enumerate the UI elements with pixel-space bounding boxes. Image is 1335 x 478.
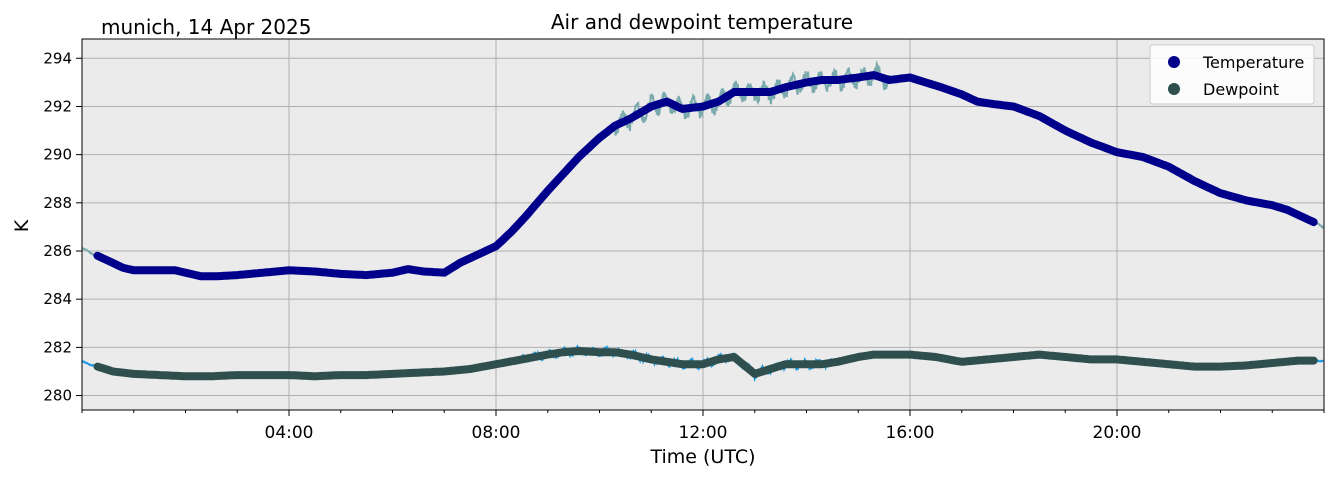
y-tick-label: 286 bbox=[43, 242, 72, 260]
x-tick-label: 20:00 bbox=[1093, 423, 1142, 443]
legend-marker-dewpoint bbox=[1168, 83, 1180, 95]
y-axis: 280 282 284 286 288 290 292 294 bbox=[43, 49, 82, 405]
series-line-temperature bbox=[93, 71, 1318, 281]
legend-marker-temperature bbox=[1168, 56, 1180, 68]
series-lines bbox=[93, 71, 1318, 381]
y-tick-label: 288 bbox=[43, 194, 72, 212]
y-tick-label: 282 bbox=[43, 338, 72, 356]
chart-title: Air and dewpoint temperature bbox=[551, 10, 853, 34]
x-axis: 04:00 08:00 12:00 16:00 20:00 bbox=[81, 410, 1325, 443]
y-tick-label: 280 bbox=[43, 387, 72, 405]
x-tick-label: 16:00 bbox=[886, 423, 935, 443]
x-axis-label: Time (UTC) bbox=[649, 446, 755, 468]
legend-label-dewpoint: Dewpoint bbox=[1203, 80, 1279, 99]
y-tick-label: 294 bbox=[43, 49, 72, 67]
y-tick-label: 290 bbox=[43, 146, 72, 164]
x-tick-label: 08:00 bbox=[472, 423, 521, 443]
legend: Temperature Dewpoint bbox=[1149, 44, 1315, 105]
y-tick-label: 292 bbox=[43, 97, 72, 115]
x-tick-label: 04:00 bbox=[265, 423, 314, 443]
y-axis-label: K bbox=[11, 219, 33, 232]
chart-subtitle: munich, 14 Apr 2025 bbox=[101, 15, 311, 39]
legend-frame bbox=[1149, 44, 1315, 105]
series-line-dewpoint bbox=[93, 347, 1318, 381]
legend-label-temperature: Temperature bbox=[1202, 53, 1304, 72]
y-tick-label: 284 bbox=[43, 290, 72, 308]
x-tick-label: 12:00 bbox=[679, 423, 728, 443]
